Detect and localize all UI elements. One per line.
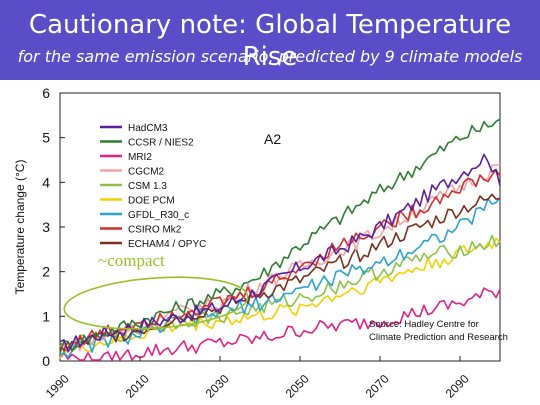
y-tick-label: 1 — [42, 308, 50, 324]
source-note: Climate Prediction and Research — [369, 332, 508, 343]
compact-ellipse — [63, 276, 249, 330]
y-tick-label: 3 — [42, 219, 50, 235]
x-tick-label: 1990 — [43, 372, 72, 401]
y-tick-label: 5 — [42, 130, 50, 146]
series-line-5 — [59, 237, 501, 359]
slide-subtitle: for the same emission scenario, predicte… — [17, 47, 523, 66]
y-tick-label: 0 — [42, 353, 50, 369]
series-line-2 — [59, 287, 501, 361]
x-tick-label: 2070 — [363, 372, 392, 401]
temperature-chart: 0 1 2 3 4 5 6 1990 2010 2030 2050 2070 2090 Temperatu… — [13, 85, 508, 401]
legend-label: CSIRO Mk2 — [128, 225, 182, 236]
series-line-7 — [59, 169, 501, 352]
legend-label: ECHAM4 / OPYC — [128, 239, 206, 250]
legend-label: MRI2 — [128, 152, 152, 163]
legend-label: CGCM2 — [128, 167, 165, 178]
legend-label: GFDL_R30_c — [128, 210, 189, 221]
legend-label: CSM 1.3 — [128, 181, 167, 192]
y-tick-label: 2 — [42, 264, 50, 280]
compact-annotation: ~compact — [98, 251, 165, 270]
series-line-1 — [59, 118, 501, 354]
series-line-0 — [59, 153, 501, 353]
source-note: Source: Hadley Centre for — [369, 319, 479, 330]
y-tick-label: 6 — [42, 85, 50, 101]
y-axis-label: Temperature change (°C) — [13, 160, 27, 295]
x-tick-label: 2050 — [283, 372, 312, 401]
x-tick-label: 2010 — [123, 372, 152, 401]
series-line-6 — [59, 197, 501, 359]
title-banner: Cautionary note: Global Temperature Rise… — [0, 0, 540, 80]
slide-title: Cautionary note: Global Temperature Rise — [28, 10, 512, 72]
x-tick-label: 2090 — [443, 372, 472, 401]
x-tick-label: 2030 — [203, 372, 232, 401]
scenario-label: A2 — [264, 131, 281, 147]
legend-label: CCSR / NIES2 — [128, 138, 194, 149]
y-tick-label: 4 — [42, 174, 50, 190]
legend-label: HadCM3 — [128, 123, 168, 134]
series-line-8 — [59, 193, 501, 352]
legend-label: DOE PCM — [128, 196, 175, 207]
